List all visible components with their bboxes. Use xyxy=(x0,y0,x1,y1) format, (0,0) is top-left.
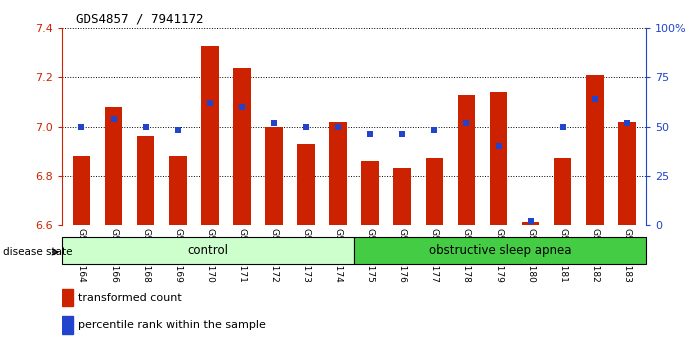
Text: percentile rank within the sample: percentile rank within the sample xyxy=(77,320,265,330)
Bar xyxy=(586,75,603,225)
Bar xyxy=(62,289,73,307)
Bar xyxy=(201,46,218,225)
Bar xyxy=(265,127,283,225)
Bar xyxy=(490,92,507,225)
Text: disease state: disease state xyxy=(3,247,73,257)
Bar xyxy=(426,159,443,225)
Text: obstructive sleep apnea: obstructive sleep apnea xyxy=(429,244,571,257)
Bar xyxy=(361,161,379,225)
Bar xyxy=(354,237,646,264)
Bar xyxy=(297,144,315,225)
Bar xyxy=(393,168,411,225)
Bar xyxy=(62,237,354,264)
Bar xyxy=(457,95,475,225)
Bar xyxy=(522,222,540,225)
Text: transformed count: transformed count xyxy=(77,292,182,303)
Bar xyxy=(618,122,636,225)
Bar xyxy=(169,156,187,225)
Bar xyxy=(73,156,91,225)
Bar xyxy=(137,136,154,225)
Text: GDS4857 / 7941172: GDS4857 / 7941172 xyxy=(76,12,204,25)
Bar xyxy=(554,159,571,225)
Bar xyxy=(330,122,347,225)
Bar xyxy=(62,316,73,334)
Text: control: control xyxy=(188,244,229,257)
Bar xyxy=(233,68,251,225)
Bar xyxy=(105,107,122,225)
